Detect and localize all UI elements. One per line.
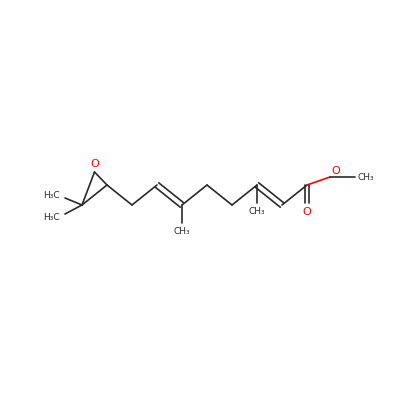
Text: O: O	[331, 166, 340, 176]
Text: CH₃: CH₃	[174, 227, 190, 236]
Text: H₃C: H₃C	[43, 212, 60, 222]
Text: H₃C: H₃C	[43, 190, 60, 200]
Text: O: O	[303, 207, 311, 217]
Text: CH₃: CH₃	[249, 207, 265, 216]
Text: CH₃: CH₃	[357, 172, 374, 182]
Text: O: O	[90, 159, 99, 169]
